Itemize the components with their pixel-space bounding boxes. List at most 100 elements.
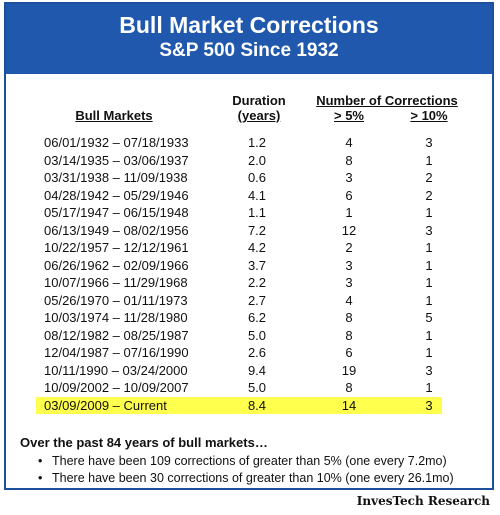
bull-market-range: 03/09/2009 – Current	[44, 397, 167, 413]
table-row: 10/22/1957 – 12/12/1961 4.2 2 1	[6, 239, 492, 257]
col-header-duration-line2: (years)	[237, 108, 281, 123]
bull-market-range: 10/11/1990 – 03/24/2000	[44, 362, 188, 378]
bull-market-range: 03/31/1938 – 11/09/1938	[44, 170, 188, 185]
duration-value: 2.7	[247, 292, 267, 308]
bull-market-range: 10/03/1974 – 11/28/1980	[44, 310, 188, 325]
bull-market-range: 03/14/1935 – 03/06/1937	[44, 152, 189, 168]
corrections-gt10-value: 1	[425, 275, 433, 290]
chart-subtitle: S&P 500 Since 1932	[159, 40, 339, 61]
corrections-gt5-value: 3	[345, 170, 353, 185]
bullet-icon: •	[38, 454, 43, 468]
col-header-duration-line1: Duration	[232, 93, 286, 108]
col-header-duration: Duration (years)	[214, 93, 304, 123]
col-header-num-corrections: Number of Corrections	[316, 93, 458, 108]
duration-value: 8.4	[247, 397, 267, 413]
note-text: There have been 109 corrections of great…	[52, 454, 447, 468]
duration-value: 4.2	[247, 240, 267, 255]
corrections-gt10-value: 1	[425, 327, 433, 343]
bullet-icon: •	[38, 471, 43, 485]
bull-market-range: 06/01/1932 – 07/18/1933	[44, 135, 189, 150]
corrections-gt10-value: 1	[425, 240, 433, 255]
corrections-gt5-value: 6	[345, 187, 353, 203]
col-header-gt5: > 5%	[334, 108, 364, 123]
table-row: 12/04/1987 – 07/16/1990 2.6 6 1	[6, 344, 492, 362]
corrections-gt5-value: 1	[345, 205, 353, 220]
corrections-gt5-value: 2	[345, 240, 353, 255]
table-body: 06/01/1932 – 07/18/1933 1.2 4 3 03/14/1935 –…	[6, 134, 492, 414]
bull-market-range: 04/28/1942 – 05/29/1946	[44, 187, 189, 203]
duration-value: 2.6	[247, 345, 267, 360]
corrections-gt5-value: 4	[345, 292, 353, 308]
corrections-gt5-value: 3	[345, 275, 353, 290]
corrections-gt5-value: 14	[341, 397, 357, 413]
table-row: 05/17/1947 – 06/15/1948 1.1 1 1	[6, 204, 492, 222]
table-row: 10/03/1974 – 11/28/1980 6.2 8 5	[6, 309, 492, 327]
corrections-gt10-value: 3	[425, 135, 433, 150]
table-row: 10/07/1966 – 11/29/1968 2.2 3 1	[6, 274, 492, 292]
bull-market-range: 05/26/1970 – 01/11/1973	[44, 292, 188, 308]
corrections-gt5-value: 3	[345, 257, 353, 273]
duration-value: 2.0	[247, 152, 267, 168]
duration-value: 7.2	[247, 222, 267, 238]
corrections-gt10-value: 3	[425, 362, 433, 378]
corrections-gt10-value: 1	[425, 257, 433, 273]
duration-value: 6.2	[247, 310, 267, 325]
bull-market-range: 12/04/1987 – 07/16/1990	[44, 345, 189, 360]
duration-value: 2.2	[247, 275, 267, 290]
table-row: 06/01/1932 – 07/18/1933 1.2 4 3	[6, 134, 492, 152]
source-credit: InvesTech Research	[356, 494, 490, 508]
list-item: • There have been 30 corrections of great…	[38, 470, 490, 487]
corrections-gt5-value: 8	[345, 380, 353, 395]
table-row: 03/31/1938 – 11/09/1938 0.6 3 2	[6, 169, 492, 187]
duration-value: 1.1	[247, 205, 267, 220]
table-row: 08/12/1982 – 08/25/1987 5.0 8 1	[6, 327, 492, 345]
header-banner: Bull Market Corrections S&P 500 Since 19…	[6, 4, 492, 74]
notes-list: • There have been 109 corrections of grea…	[20, 453, 490, 487]
table-row: 05/26/1970 – 01/11/1973 2.7 4 1	[6, 292, 492, 310]
bull-market-range: 05/17/1947 – 06/15/1948	[44, 205, 189, 220]
duration-value: 3.7	[247, 257, 267, 273]
table-row: 06/13/1949 – 08/02/1956 7.2 12 3	[6, 222, 492, 240]
list-item: • There have been 109 corrections of grea…	[38, 453, 490, 470]
table-row: 06/26/1962 – 02/09/1966 3.7 3 1	[6, 257, 492, 275]
corrections-gt10-value: 2	[425, 170, 433, 185]
notes: Over the past 84 years of bull markets… …	[20, 434, 490, 487]
table-row: 10/09/2002 – 10/09/2007 5.0 8 1	[6, 379, 492, 397]
bull-market-range: 06/26/1962 – 02/09/1966	[44, 257, 189, 273]
bull-market-range: 08/12/1982 – 08/25/1987	[44, 327, 189, 343]
corrections-gt10-value: 1	[425, 292, 433, 308]
duration-value: 4.1	[247, 187, 267, 203]
bull-market-range: 10/09/2002 – 10/09/2007	[44, 380, 189, 395]
corrections-gt10-value: 1	[425, 380, 433, 395]
duration-value: 0.6	[247, 170, 267, 185]
corrections-gt5-value: 19	[341, 362, 357, 378]
corrections-gt5-value: 4	[345, 135, 353, 150]
corrections-gt10-value: 3	[425, 222, 433, 238]
corrections-gt10-value: 5	[425, 310, 433, 325]
bull-market-range: 06/13/1949 – 08/02/1956	[44, 222, 189, 238]
bull-market-range: 10/22/1957 – 12/12/1961	[44, 240, 189, 255]
col-header-bull-markets: Bull Markets	[75, 108, 153, 123]
notes-lead: Over the past 84 years of bull markets…	[20, 435, 268, 450]
corrections-gt5-value: 8	[345, 310, 353, 325]
note-text: There have been 30 corrections of greate…	[52, 471, 454, 485]
duration-value: 5.0	[247, 380, 267, 395]
corrections-gt5-value: 8	[345, 152, 353, 168]
corrections-gt10-value: 3	[425, 397, 433, 413]
corrections-gt5-value: 8	[345, 327, 353, 343]
corrections-gt5-value: 6	[345, 345, 353, 360]
corrections-gt10-value: 2	[425, 187, 433, 203]
duration-value: 1.2	[247, 135, 267, 150]
table-card: Bull Market Corrections S&P 500 Since 19…	[4, 2, 494, 490]
duration-value: 5.0	[247, 327, 267, 343]
col-header-gt10: > 10%	[410, 108, 448, 123]
table-row: 04/28/1942 – 05/29/1946 4.1 6 2	[6, 187, 492, 205]
duration-value: 9.4	[247, 362, 267, 378]
corrections-gt10-value: 1	[425, 205, 433, 220]
chart-title: Bull Market Corrections	[119, 12, 379, 38]
table-row: 10/11/1990 – 03/24/2000 9.4 19 3	[6, 362, 492, 380]
table-row: 03/09/2009 – Current 8.4 14 3	[6, 396, 492, 415]
table-row: 03/14/1935 – 03/06/1937 2.0 8 1	[6, 152, 492, 170]
bull-market-range: 10/07/1966 – 11/29/1968	[44, 275, 188, 290]
corrections-gt10-value: 1	[425, 152, 433, 168]
